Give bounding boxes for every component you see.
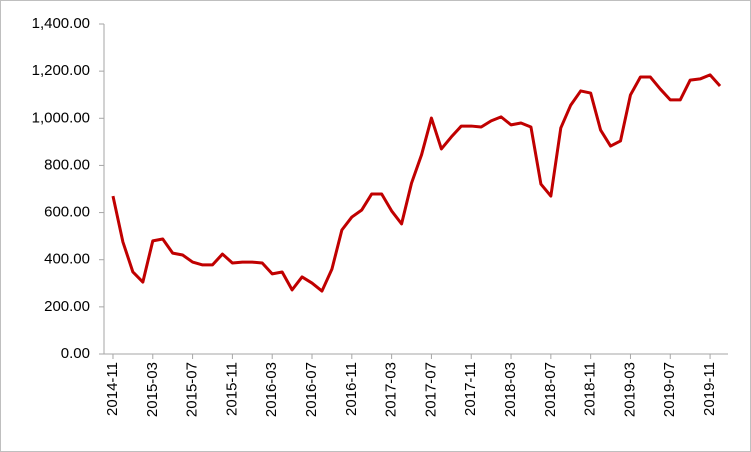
line <box>111 73 722 293</box>
x-tick-label: 2018-07 <box>542 362 559 417</box>
x-tick-label: 2019-03 <box>621 362 638 417</box>
y-tick-label: 1,400.00 <box>32 15 90 32</box>
x-tick-label: 2015-03 <box>144 362 161 417</box>
x-tick-label: 2017-11 <box>462 362 479 416</box>
x-tick-label: 2016-03 <box>263 362 280 417</box>
x-tick-label: 2017-07 <box>422 362 439 417</box>
y-tick-label: 400.00 <box>44 251 90 268</box>
x-tick-label: 2016-11 <box>343 362 360 416</box>
x-tick-label: 2018-11 <box>582 362 599 416</box>
y-tick-label: 1,000.00 <box>32 109 90 126</box>
x-tick-label: 2019-11 <box>701 362 718 416</box>
y-tick-label: 200.00 <box>44 298 90 315</box>
x-tick-label: 2017-03 <box>383 362 400 417</box>
x-tick-label: 2015-11 <box>223 362 240 416</box>
y-tick-label: 600.00 <box>44 204 90 221</box>
x-tick-label: 2016-07 <box>303 362 320 417</box>
x-tick-label: 2019-07 <box>661 362 678 417</box>
x-tick-label: 2015-07 <box>184 362 201 417</box>
y-tick-label: 800.00 <box>44 156 90 173</box>
y-tick-label: 1,200.00 <box>32 62 90 79</box>
x-tick-label: 2018-03 <box>502 362 519 417</box>
x-tick-label: 2014-11 <box>104 362 121 416</box>
y-tick-label: 0.00 <box>61 345 90 362</box>
